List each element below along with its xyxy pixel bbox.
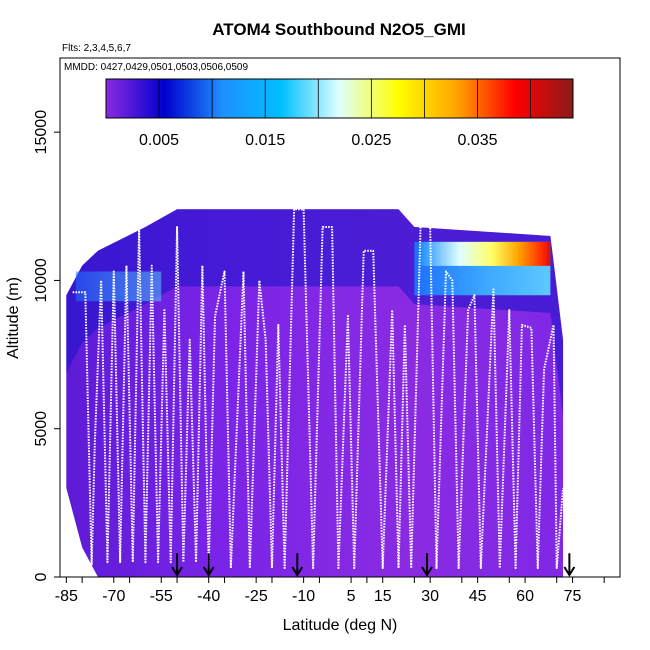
colorbar: 0.005 0.015 0.025 0.035 <box>105 78 574 149</box>
colorbar-frame <box>105 78 574 119</box>
x-tick-label: 60 <box>516 588 534 605</box>
x-tick-label: -85 <box>55 588 78 605</box>
arrow-head <box>171 566 183 577</box>
dates-annotation: MMDD: 0427,0429,0501,0503,0506,0509 <box>64 62 248 73</box>
chart-title: ATOM4 Southbound N2O5_GMI <box>212 20 465 39</box>
x-tick-label: 15 <box>374 588 392 605</box>
colorbar-tick-label: 0.015 <box>245 132 285 149</box>
sonde-arrow <box>202 553 215 577</box>
y-axis: 0 5000 10000 15000 <box>33 110 60 581</box>
y-tick-label: 10000 <box>33 258 50 303</box>
x-tick-label: -70 <box>102 588 125 605</box>
y-axis-label: Altitude (m) <box>5 277 22 359</box>
sonde-arrow <box>563 553 576 577</box>
x-tick-label: 45 <box>469 588 487 605</box>
colorbar-tick-label: 0.035 <box>457 132 497 149</box>
arrow-head <box>202 566 215 577</box>
y-tick-label: 0 <box>33 572 50 581</box>
flight-track <box>72 208 565 570</box>
x-tick-label: -40 <box>197 588 220 605</box>
southern-band <box>75 271 162 302</box>
high-value-band <box>420 241 551 266</box>
sonde-arrow <box>171 553 183 577</box>
colorbar-tick-label: 0.005 <box>139 132 179 149</box>
x-axis-label: Latitude (deg N) <box>283 617 398 634</box>
x-tick-label: -55 <box>150 588 173 605</box>
sonde-arrow <box>291 553 304 577</box>
sonde-arrow <box>421 553 433 577</box>
y-tick-label: 15000 <box>33 110 50 155</box>
y-tick-label: 5000 <box>33 411 50 447</box>
x-axis: -85 -70 -55 -40 -25 -10 5 15 30 45 60 75 <box>55 577 605 605</box>
colorbar-fill <box>106 79 573 118</box>
arrow-head <box>563 566 576 577</box>
x-tick-label: -25 <box>245 588 268 605</box>
plot-frame <box>59 57 621 578</box>
x-tick-label: -10 <box>292 588 315 605</box>
arrow-head <box>421 566 433 577</box>
colorbar-tick-label: 0.025 <box>351 132 391 149</box>
x-tick-label: 5 <box>347 588 356 605</box>
arrow-head <box>291 566 304 577</box>
x-tick-label: 30 <box>421 588 439 605</box>
x-tick-label: 75 <box>564 588 582 605</box>
flights-annotation: Flts: 2,3,4,5,6,7 <box>62 43 131 54</box>
plot-area <box>66 208 576 577</box>
